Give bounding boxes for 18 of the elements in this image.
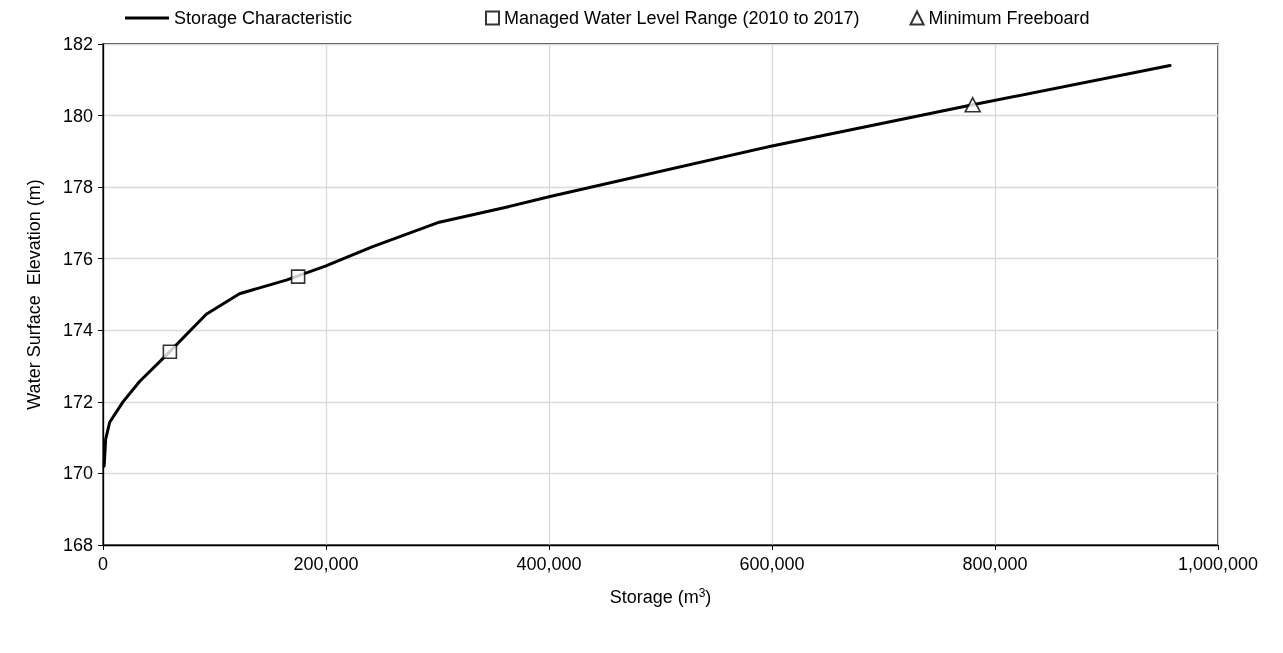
y-tick-label: 182 [62, 34, 93, 54]
x-tick-label: 1,000,000 [1177, 554, 1259, 574]
legend-label: Managed Water Level Range (2010 to 2017) [504, 8, 860, 28]
y-axis-title: Water Surface Elevation (m) [24, 179, 44, 410]
y-tick-label: 170 [62, 463, 93, 484]
y-tick-label: 176 [62, 248, 93, 269]
x-tick-label: 200,000 [293, 554, 359, 574]
x-tick-label: 600,000 [739, 554, 805, 574]
y-tick-label: 168 [62, 535, 93, 555]
legend-label: Minimum Freeboard [928, 8, 1090, 28]
y-tick-label: 180 [62, 105, 93, 126]
y-tick-label: 178 [62, 177, 93, 198]
x-tick-label: 400,000 [516, 554, 582, 574]
x-tick-label: 800,000 [962, 554, 1028, 574]
x-tick-label: 0 [97, 554, 109, 574]
y-tick-label: 174 [62, 320, 93, 341]
y-tick-label: 172 [62, 391, 93, 412]
legend-label: Storage Characteristic [174, 8, 353, 28]
